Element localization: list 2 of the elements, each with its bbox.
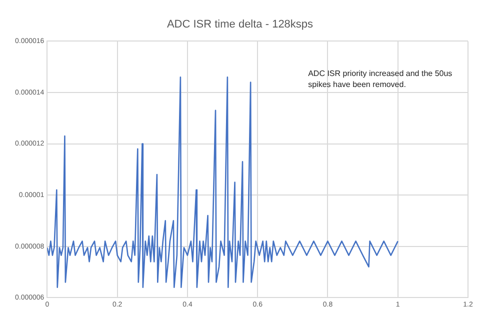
annotation: ADC ISR priority increased and the 50us spikes have been removed. xyxy=(308,69,452,90)
chart-title: ADC ISR time delta - 128ksps xyxy=(166,18,314,31)
